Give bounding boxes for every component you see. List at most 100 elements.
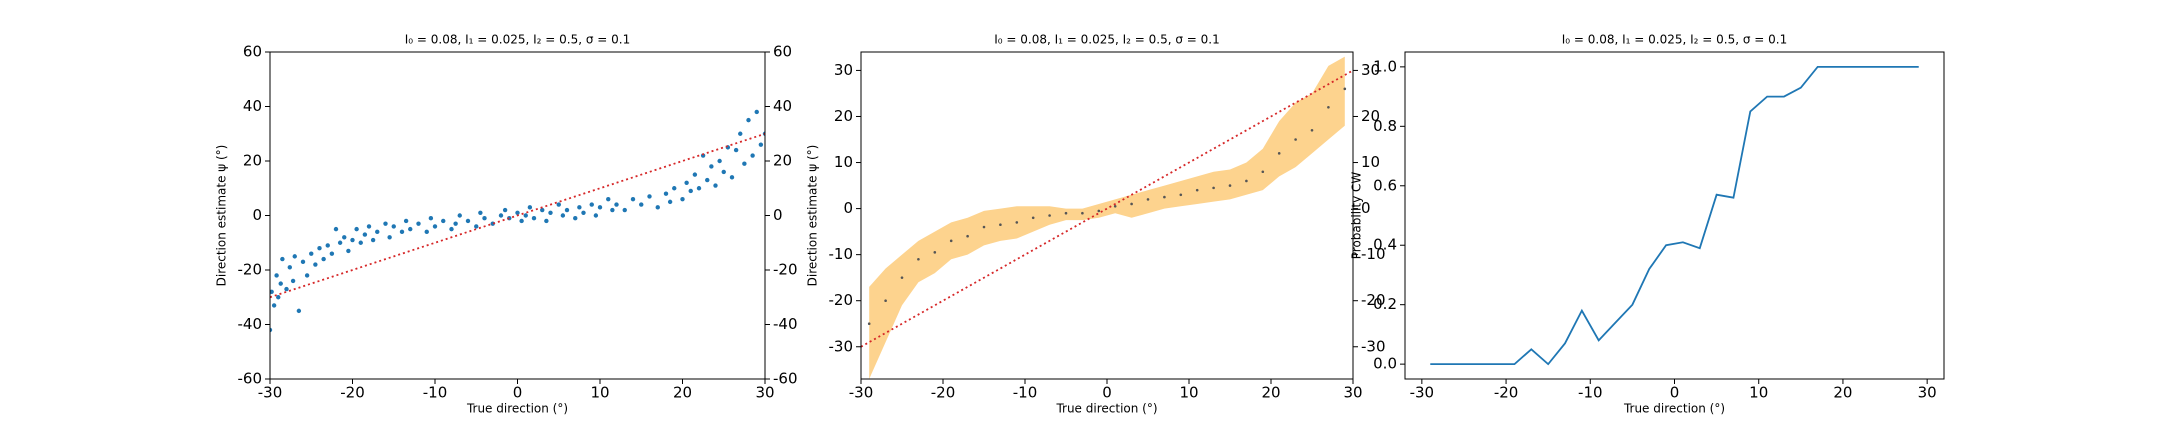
x-tick-label: -20 [1494,384,1519,402]
scatter-point [597,205,603,210]
scatter-point [304,273,310,278]
x-tick-label: -10 [1578,384,1603,402]
scatter-point [366,224,372,229]
y2-tick-label: 0 [1361,199,1371,217]
scatter-point [498,213,504,218]
scatter-point [531,216,537,221]
scatter-point [548,210,553,215]
y2-tick-label: -20 [1361,291,1386,309]
y2-tick-label: -40 [773,315,798,333]
scatter-point [647,194,652,199]
mean-point [933,251,937,254]
y-tick-label: -60 [238,370,263,388]
mean-point [1310,128,1314,132]
x-tick-label: -10 [1013,384,1038,402]
scatter-point [667,199,673,205]
scatter-point [278,281,283,286]
panel-title: I₀ = 0.08, I₁ = 0.025, I₂ = 0.5, σ = 0.1 [405,33,631,47]
mean-point [982,225,986,229]
scatter-point [696,186,702,191]
x-tick-label: -20 [340,384,365,402]
scatter-point [705,177,710,183]
y-tick-label: 20 [834,107,853,125]
y-tick-label: 0.0 [1373,355,1397,373]
scatter-point [738,131,743,136]
mean-point [1015,221,1019,224]
y2-tick-label: 60 [773,43,792,61]
x-tick-label: -10 [423,384,448,402]
mean-point [1146,198,1150,201]
scatter-point [672,186,677,191]
y-tick-label: 40 [243,97,262,115]
scatter-point [688,188,693,194]
error-band [869,56,1345,379]
scatter-point [527,205,533,210]
scatter-point [428,216,434,221]
scatter-point [523,213,528,218]
scatter-point [270,327,273,333]
scatter-point [564,207,570,213]
mean-point [1031,216,1035,220]
scatter-point [478,210,483,215]
scatter-point [432,224,438,229]
scatter-point [577,205,582,210]
scatter-point [284,286,289,292]
mean-point [1064,211,1068,215]
scatter-point [399,229,405,235]
scatter-point [573,216,578,221]
scatter-point [709,164,714,169]
scatter-point [610,207,615,213]
mean-point [1343,87,1347,91]
mean-point [1294,138,1297,141]
scatter-point [370,237,376,243]
scatter-point [271,303,277,308]
scatter-point [296,308,302,314]
x-tick-label: 30 [1343,384,1362,402]
y-axis-label: Probability CW [1350,172,1364,260]
scatter-point [502,207,508,213]
y-tick-label: 0.8 [1373,117,1397,135]
scatter-point [354,226,359,232]
y-tick-label: 30 [834,61,853,79]
y-tick-label: 60 [243,43,262,61]
mean-point [1228,184,1232,187]
y-tick-label: 0.6 [1373,176,1397,194]
scatter-point [717,158,722,164]
scatter-point [403,218,409,224]
scatter-point [274,273,279,278]
scatter-point [457,213,462,218]
scatter-point [622,207,627,213]
x-tick-label: 20 [1833,384,1852,402]
scatter-point [313,262,318,267]
x-tick-label: 30 [755,384,774,402]
scatter-point [482,216,487,221]
scatter-point [292,254,297,259]
x-axis-label: True direction (°) [1055,402,1157,416]
x-tick-label: 10 [1749,384,1768,402]
scatter-point [424,229,429,235]
scatter-point [544,218,549,224]
scatter-point [290,278,296,284]
scatter-point [329,251,335,256]
scatter-point [630,196,636,202]
scatter-point [515,210,520,215]
x-tick-label: 0 [513,384,523,402]
panel: I₀ = 0.08, I₁ = 0.025, I₂ = 0.5, σ = 0.1… [806,33,1386,416]
scatter-point [713,183,718,188]
scatter-point [350,237,355,243]
x-tick-label: 20 [673,384,692,402]
x-tick-label: -30 [849,384,874,402]
y2-tick-label: 30 [1361,61,1380,79]
mean-point [1179,193,1183,197]
scatter-point [453,221,458,226]
mean-point [884,299,887,303]
scatter-point [684,180,689,185]
scatter-point [474,224,479,229]
scatter-point [758,142,764,147]
y2-tick-label: -10 [1361,245,1386,263]
axes-frame [1404,51,1945,380]
mean-point [1048,214,1051,217]
scatter-point [270,289,274,294]
y2-tick-label: 20 [1361,107,1380,125]
x-axis-label: True direction (°) [1623,402,1725,416]
